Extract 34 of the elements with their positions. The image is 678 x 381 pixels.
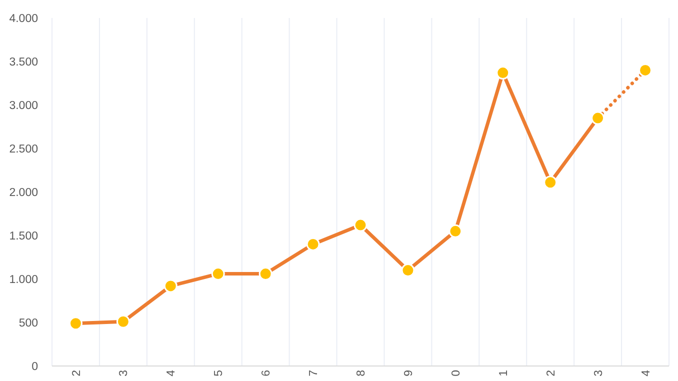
point (448, 224, 462, 238)
y-tick-label: 1.000 (9, 274, 38, 286)
x-tick-label: 2 (70, 370, 83, 376)
x-tick-label: 3 (118, 370, 130, 376)
x-tick-label: 7 (308, 370, 320, 376)
x-tick-label: 0 (450, 370, 462, 376)
point (496, 66, 510, 80)
x-tick-label: 3 (592, 370, 605, 376)
x-tick-label: 6 (260, 370, 273, 376)
x-tick-label: 8 (356, 370, 368, 376)
y-tick-label: 3.000 (9, 100, 38, 112)
point (591, 111, 605, 125)
point (401, 264, 415, 278)
x-tick-label: 2 (545, 370, 558, 376)
y-tick-label: 2.500 (9, 144, 38, 156)
y-tick-label: 1.500 (9, 230, 38, 243)
point (638, 63, 652, 77)
y-tick-label: 3.500 (9, 56, 38, 69)
x-tick-label: 4 (166, 369, 178, 376)
x-tick-label: 5 (213, 370, 226, 376)
point (544, 176, 558, 190)
x-tick-label: 1 (498, 370, 510, 376)
y-tick-label: 2.000 (9, 187, 38, 200)
point (164, 279, 178, 293)
x-tick-label: 4 (640, 369, 652, 376)
point (211, 267, 225, 281)
y-tick-label: 500 (18, 318, 38, 330)
point (116, 314, 130, 328)
point (306, 237, 320, 251)
point (354, 218, 368, 232)
point (258, 267, 272, 281)
point (68, 316, 82, 330)
x-tick-label: 9 (402, 370, 415, 376)
y-tick-label: 4.000 (9, 13, 38, 26)
